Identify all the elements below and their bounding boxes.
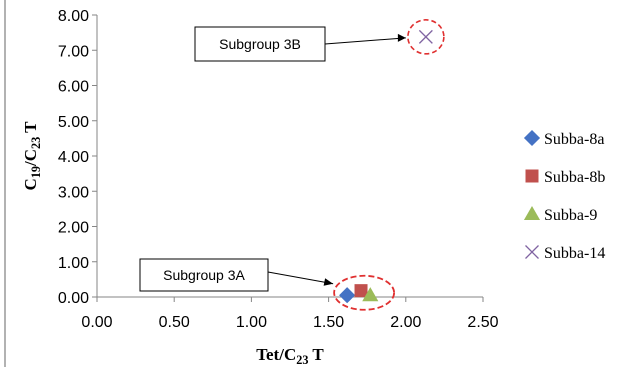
- point-subba-9: [362, 287, 379, 302]
- y-tick-label: 2.00: [58, 220, 89, 237]
- y-tick-label: 1.00: [58, 255, 89, 272]
- subgroup-3a-box: [139, 258, 269, 292]
- y-tick-label: 4.00: [58, 149, 89, 166]
- x-tick-label: 1.00: [236, 314, 267, 331]
- point-subba-14: [418, 29, 433, 44]
- subgroup-3b-arrowhead: [397, 33, 406, 42]
- y-tick-label: 0.00: [58, 290, 89, 307]
- legend-label: Subba-14: [544, 245, 605, 262]
- subgroup-3a-circle: [333, 274, 396, 311]
- legend: Subba-8a Subba-8b Subba-9 Subba-14: [523, 129, 605, 262]
- legend-label: Subba-9: [544, 207, 597, 224]
- y-axis-title: C19/C23 T: [21, 121, 43, 191]
- annotations: Subgroup 3B Subgroup 3A: [139, 19, 445, 311]
- subgroup-3b-circle: [407, 19, 445, 55]
- subgroup-3a-label: Subgroup 3A: [163, 267, 245, 283]
- legend-marker-subba-9: [523, 205, 541, 221]
- y-tick-label: 6.00: [58, 79, 89, 96]
- legend-marker-subba-14: [525, 245, 539, 259]
- y-tick-labels: 0.00 1.00 2.00 3.00 4.00 5.00 6.00 7.00 8.00: [58, 8, 89, 307]
- subgroup-3b-box: [194, 26, 326, 62]
- x-tick-label: 2.50: [467, 314, 498, 331]
- subgroup-3a-arrowhead: [323, 278, 334, 286]
- x-tick-label: 2.00: [390, 314, 421, 331]
- subgroup-3b-label: Subgroup 3B: [219, 36, 301, 52]
- legend-marker-subba-8b: [525, 169, 539, 183]
- legend-marker-subba-8a: [523, 129, 541, 147]
- y-tick-label: 5.00: [58, 114, 89, 131]
- axes: [92, 14, 484, 302]
- x-tick-label: 0.50: [159, 314, 190, 331]
- y-tick-label: 7.00: [58, 43, 89, 60]
- x-tick-label: 1.50: [313, 314, 344, 331]
- data-points: [339, 29, 433, 304]
- x-axis-title: Tet/C23 T: [256, 345, 324, 367]
- y-tick-label: 3.00: [58, 184, 89, 201]
- subgroup-3b-arrow-line: [324, 37, 406, 45]
- legend-label: Subba-8b: [544, 169, 605, 186]
- x-tick-labels: 0.00 0.50 1.00 1.50 2.00 2.50: [81, 314, 498, 331]
- x-tick-label: 0.00: [81, 314, 112, 331]
- point-subba-8a: [339, 287, 356, 304]
- legend-label: Subba-8a: [544, 131, 604, 148]
- subgroup-3a-arrow-line: [267, 271, 334, 285]
- y-tick-label: 8.00: [58, 8, 89, 25]
- point-subba-8b: [354, 284, 368, 298]
